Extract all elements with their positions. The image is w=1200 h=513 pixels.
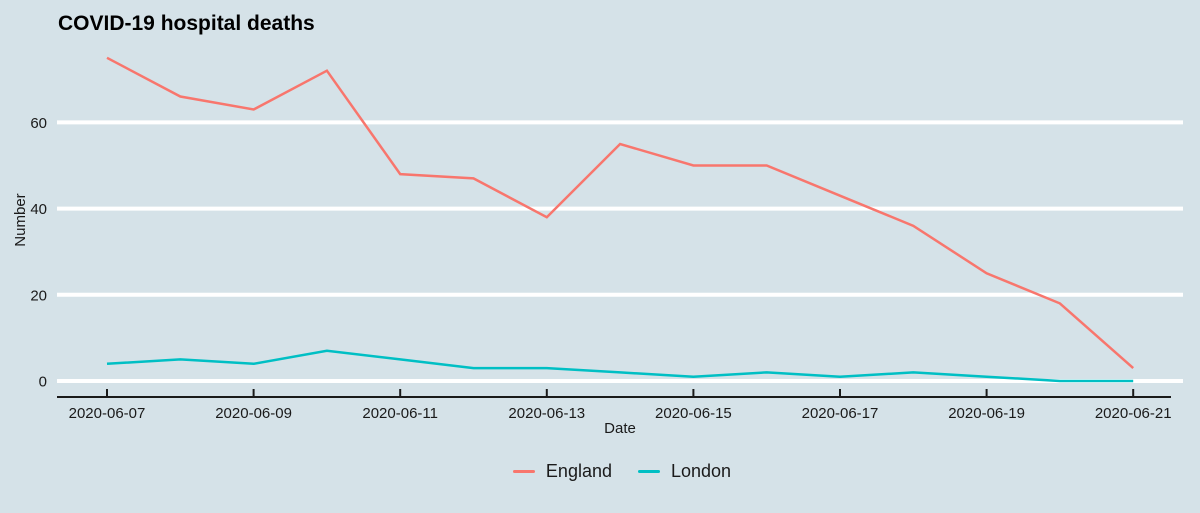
y-tick-label-60: 60: [30, 115, 47, 132]
y-tick-label-0: 0: [39, 374, 47, 391]
y-tick-label-40: 40: [30, 201, 47, 218]
y-tick-label-20: 20: [30, 287, 47, 304]
x-axis-title: Date: [604, 420, 636, 437]
x-tick-label-2020-06-17: 2020-06-17: [802, 405, 879, 422]
x-tick-label-2020-06-07: 2020-06-07: [69, 405, 146, 422]
x-tick-label-2020-06-15: 2020-06-15: [655, 405, 732, 422]
x-tick-label-2020-06-21: 2020-06-21: [1095, 405, 1172, 422]
england-line-swatch: [512, 470, 535, 473]
x-tick-label-2020-06-19: 2020-06-19: [948, 405, 1025, 422]
london-line: [106, 349, 1134, 383]
x-tick-label-2020-06-11: 2020-06-11: [362, 405, 438, 422]
london-line-swatch: [637, 470, 660, 473]
chart-title: COVID-19 hospital deaths: [58, 12, 315, 35]
x-tick-label-2020-06-13: 2020-06-13: [508, 405, 585, 422]
legend: England London: [0, 461, 1200, 482]
london-legend-label: London: [670, 461, 732, 481]
england-legend-label: England: [545, 461, 612, 481]
legend-item-london: London: [637, 461, 732, 482]
x-tick-label-2020-06-09: 2020-06-09: [215, 405, 292, 422]
y-axis-title: Number: [12, 193, 29, 247]
england-line: [106, 56, 1135, 370]
legend-item-england: England: [512, 461, 612, 482]
